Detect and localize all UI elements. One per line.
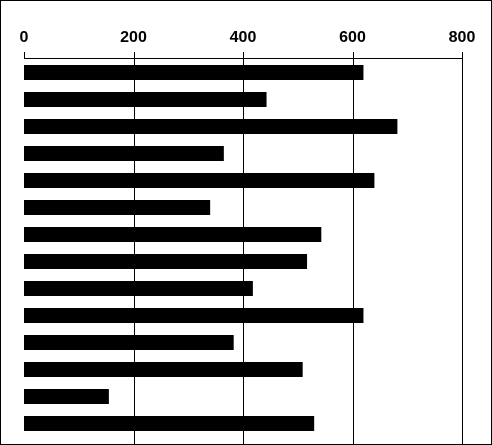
x-tick-label-600: 600	[339, 29, 366, 46]
bar-14	[24, 416, 315, 431]
bar-6	[24, 200, 211, 215]
x-tick-label-800: 800	[449, 29, 476, 46]
bar-11	[24, 335, 234, 350]
bar-4	[24, 146, 224, 161]
bar-8	[24, 254, 308, 269]
x-tick-label-0: 0	[20, 29, 29, 46]
bar-7	[24, 227, 322, 242]
bar-10	[24, 308, 364, 323]
bar-9	[24, 281, 253, 296]
bars	[24, 65, 398, 431]
bar-2	[24, 92, 267, 107]
bar-5	[24, 173, 375, 188]
bar-12	[24, 362, 303, 377]
x-tick-label-400: 400	[230, 29, 257, 46]
bar-3	[24, 119, 398, 134]
bar-1	[24, 65, 364, 80]
x-tick-label-200: 200	[120, 29, 147, 46]
bar-13	[24, 389, 109, 404]
x-tick-labels: 0 200 400 600 800	[20, 29, 476, 46]
x-axis	[24, 52, 463, 59]
